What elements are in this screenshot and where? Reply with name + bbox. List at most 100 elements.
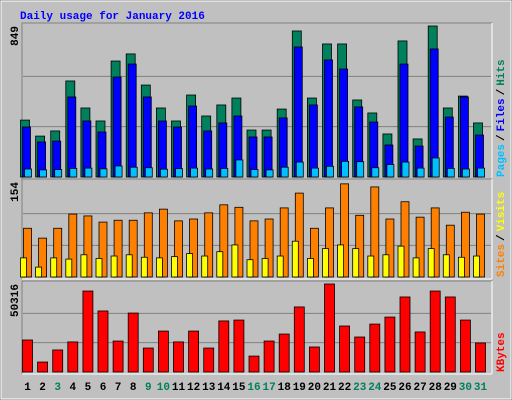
bar (216, 251, 224, 278)
bar (20, 257, 27, 278)
bar (188, 330, 200, 373)
bar (264, 218, 274, 278)
bar (220, 168, 229, 178)
bar (399, 63, 409, 178)
bar (370, 186, 380, 278)
x-tick-label: 17 (262, 382, 275, 394)
bar (205, 168, 214, 178)
bar (127, 312, 139, 373)
x-tick-label: 23 (353, 382, 367, 394)
bar (401, 161, 410, 178)
legend: KBytes (496, 332, 508, 372)
x-tick-label: 18 (278, 382, 292, 394)
legend-entry: Sites (496, 244, 508, 277)
bar (385, 218, 395, 278)
bar (190, 167, 199, 178)
bar (476, 213, 485, 278)
x-tick-label: 12 (187, 382, 200, 394)
bar (248, 355, 260, 373)
x-tick-label: 1 (24, 382, 31, 394)
bar (54, 169, 63, 178)
bar (444, 296, 456, 373)
bar (339, 325, 351, 373)
x-tick-label: 9 (145, 382, 152, 394)
bar (265, 169, 274, 178)
bar (68, 213, 78, 278)
x-tick-label: 25 (383, 382, 397, 394)
bar (459, 96, 469, 178)
bar (189, 218, 199, 278)
x-tick-label: 21 (323, 382, 337, 394)
bar (142, 347, 154, 373)
bar (186, 253, 194, 278)
bar (39, 169, 47, 178)
bar (95, 258, 103, 278)
bar (341, 160, 350, 178)
x-tick-label: 5 (85, 382, 92, 394)
bar (339, 68, 349, 178)
bar (306, 258, 314, 278)
x-tick-label: 24 (368, 382, 382, 394)
bar (50, 257, 58, 278)
bar (397, 245, 405, 278)
bar (427, 248, 435, 278)
x-tick-label: 16 (247, 382, 260, 394)
legend: Sites / Visits (496, 192, 508, 277)
legend-separator: / (496, 88, 508, 95)
bar (69, 168, 78, 178)
bar (400, 201, 410, 278)
bar (171, 256, 178, 278)
bar (325, 207, 334, 278)
bar (263, 340, 275, 373)
bar (80, 254, 88, 278)
bar (97, 310, 109, 373)
x-tick-label: 11 (172, 382, 186, 394)
bar (473, 255, 480, 278)
x-tick-label: 2 (39, 382, 46, 394)
bar (112, 340, 124, 373)
bar (384, 316, 396, 373)
bar (114, 165, 123, 178)
x-tick-label: 3 (54, 382, 61, 394)
x-tick-label: 20 (308, 382, 321, 394)
x-tick-label: 22 (338, 382, 351, 394)
bar (382, 254, 390, 278)
bar (445, 224, 455, 278)
x-tick-label: 13 (202, 382, 216, 394)
bar (326, 165, 334, 178)
bar (155, 257, 163, 278)
x-tick-label: 28 (429, 382, 443, 394)
bar (233, 319, 245, 373)
bar (294, 192, 304, 278)
bar (37, 361, 48, 373)
x-tick-label: 10 (157, 382, 170, 394)
bar (53, 227, 63, 278)
bar (203, 347, 215, 373)
x-tick-label: 31 (474, 382, 488, 394)
chart-title: Daily usage for January 2016 (20, 11, 205, 23)
bar (22, 339, 33, 373)
bar (477, 167, 485, 178)
bar (340, 183, 350, 278)
bar (356, 161, 365, 178)
bar (175, 168, 183, 178)
bar (309, 227, 319, 278)
legend-separator: / (496, 234, 508, 241)
bar (369, 323, 381, 373)
bar (173, 341, 184, 373)
bar (457, 256, 465, 278)
bar (324, 283, 335, 373)
bar (430, 207, 440, 278)
bar (412, 257, 420, 278)
bar (293, 306, 305, 373)
bar (399, 296, 411, 373)
legend-separator: / (496, 134, 508, 141)
bar (416, 167, 425, 178)
x-tick-label: 14 (217, 382, 231, 394)
bar (201, 255, 209, 278)
bar (475, 342, 486, 373)
x-tick-label: 29 (444, 382, 457, 394)
legend: Pages / Files / Hits (496, 59, 508, 177)
bar (276, 255, 284, 278)
